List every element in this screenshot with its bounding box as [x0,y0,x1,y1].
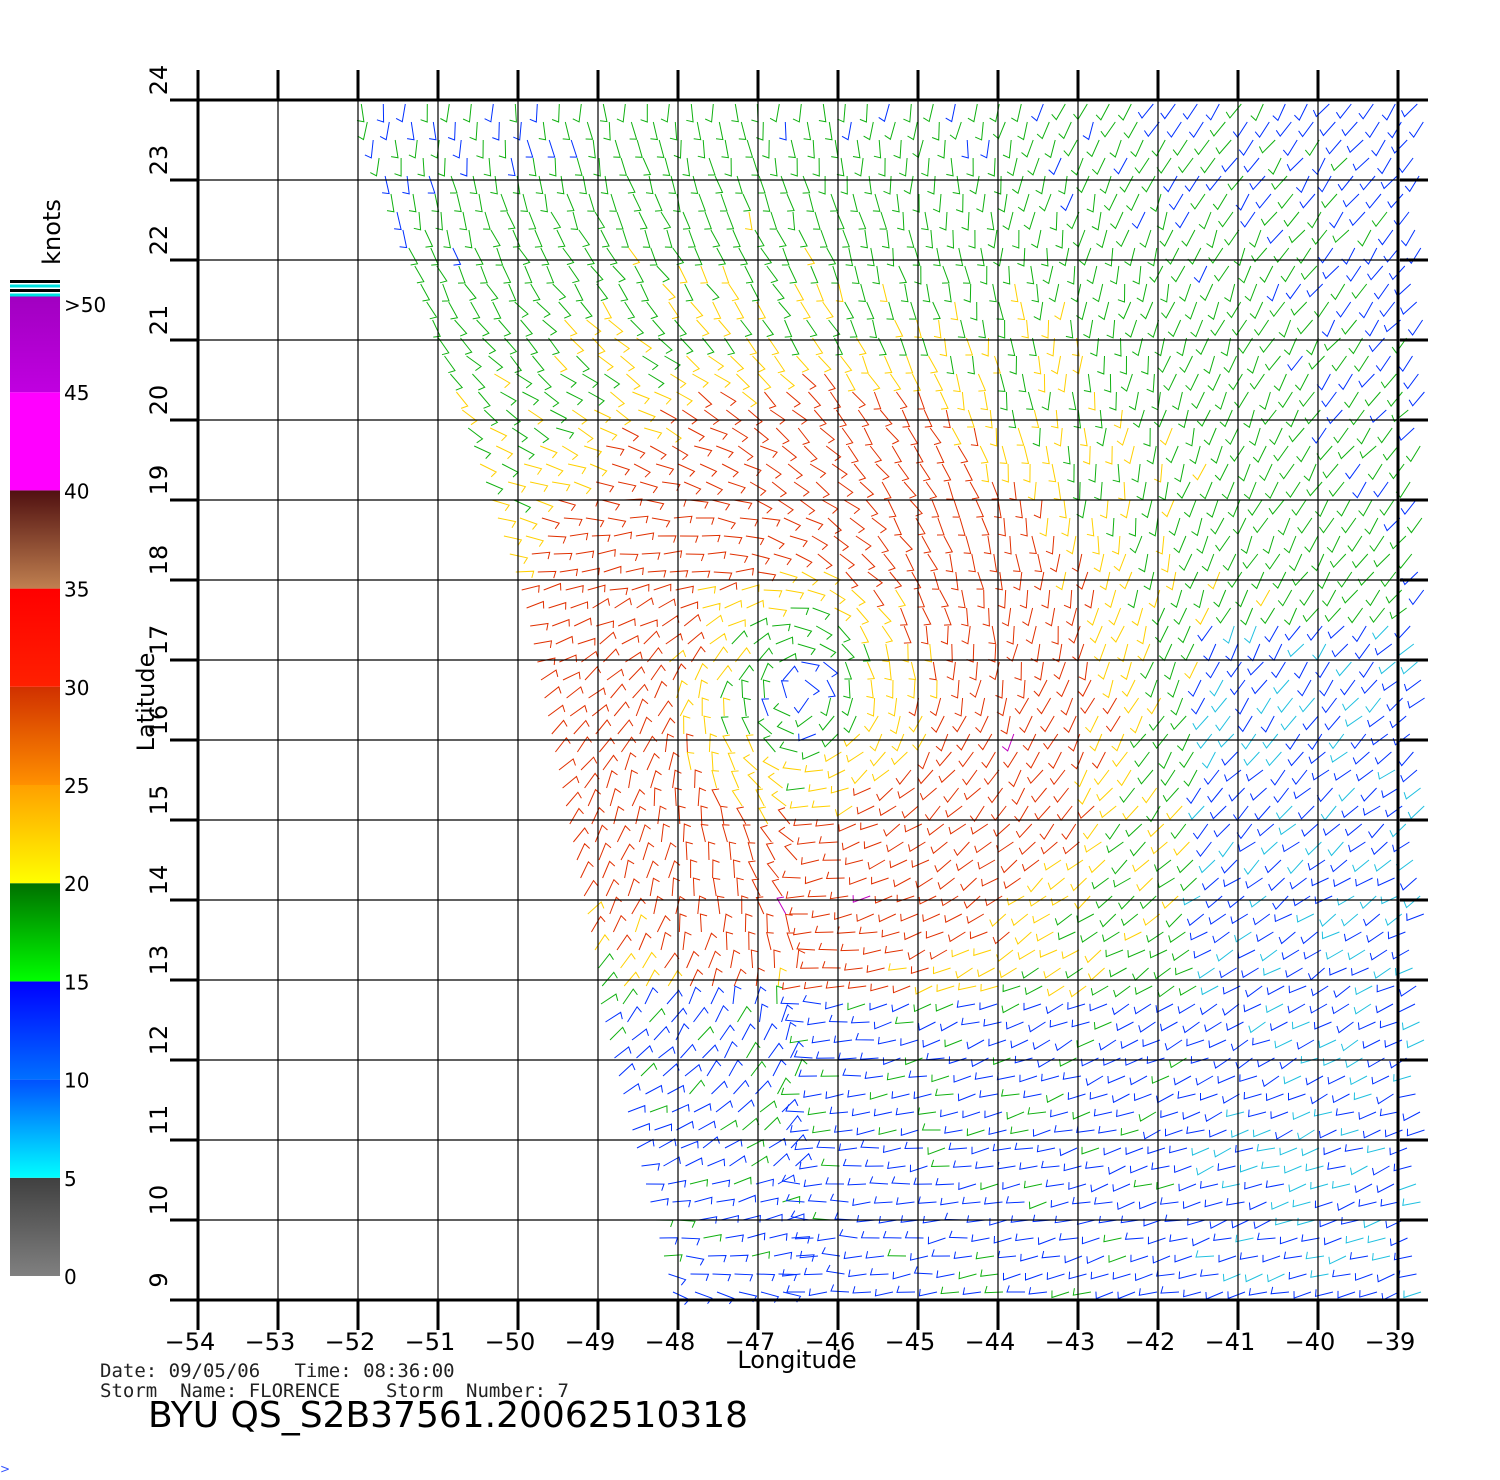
wind-barb-group [456,211,1271,998]
colorbar-band [10,686,60,785]
wind-barb-group [521,373,1121,994]
colorbar-cap-stripe [10,289,60,292]
longitude-tick-labels: −54 −53 −52 −51 −50 −49 −48 −47 −46 −45 −44 −43 −42 −… [165,1328,1416,1356]
colorbar-tick-label: 40 [64,479,89,503]
latitude-tick-label: 21 [145,305,173,336]
date-time-line: Date: 09/05/06 Time: 08:36:00 [100,1360,455,1382]
colorbar-band [10,588,60,687]
latitude-tick-label: 9 [145,1272,173,1287]
colorbar-band [10,1177,60,1276]
wind-barb-group [776,733,1015,915]
longitude-tick-label: −54 [165,1328,216,1356]
latitude-tick-label: 13 [145,945,173,976]
plot-frame [170,98,1428,1302]
storm-info-line: Storm Name: FLORENCE Storm Number: 7 [100,1380,569,1402]
latitude-tick-label: 16 [145,705,173,736]
latitude-tick-label: 20 [145,385,173,416]
longitude-tick-label: −41 [1205,1328,1256,1356]
longitude-tick-label: −40 [1285,1328,1336,1356]
latitude-tick-label: 19 [145,465,173,496]
longitude-tick-label: −50 [485,1328,536,1356]
product-id: BYU QS_S2B37561.20062510318 [148,1395,749,1436]
x-axis-label: Longitude [737,1346,856,1374]
colorbar-tick-label: 5 [64,1167,77,1191]
longitude-tick-label: −49 [565,1328,616,1356]
colorbar-cap-stripe [10,280,60,283]
colorbar-band [10,785,60,884]
colorbar-tick-labels: 0 5 10 15 20 25 30 35 40 45 >50 [64,293,106,1289]
colorbar-tick-label: 15 [64,970,89,994]
latitude-tick-label: 22 [145,225,173,256]
latitude-tick-label: 17 [145,625,173,656]
colorbar-tick-label: 45 [64,381,89,405]
latitude-tick-label: 18 [145,545,173,576]
latitude-tick-label: 23 [145,145,173,176]
longitude-tick-label: −53 [245,1328,296,1356]
colorbar-band [10,981,60,1080]
longitude-tick-label: −51 [405,1328,456,1356]
longitude-tick-label: −44 [965,1328,1016,1356]
colorbar-tick-label: >50 [64,293,106,317]
longitude-tick-label: −48 [645,1328,696,1356]
longitude-tick-label: −39 [1365,1328,1416,1356]
latitude-tick-label: 11 [145,1105,173,1136]
longitude-tick-label: −46 [805,1328,856,1356]
latitude-tick-label: 12 [145,1025,173,1056]
wind-barbs [356,103,1425,1305]
colorbar-band [10,1079,60,1178]
latitude-tick-labels: 9 10 11 12 13 14 15 16 17 18 19 20 21 22 23 24 [145,65,173,1288]
wind-barb-group [1182,625,1425,1299]
colorbar-cap-stripe [10,284,60,288]
colorbar-tick-label: 20 [64,872,89,896]
colorbar-tick-label: 10 [64,1069,89,1093]
colorbar-cap-stripe [10,293,60,297]
wind-barb-group [364,103,1425,1305]
longitude-tick-label: −52 [325,1328,376,1356]
latitude-tick-label: 14 [145,865,173,896]
colorbar-tick-label: 25 [64,774,89,798]
y-axis-label: Latitude [132,653,160,752]
colorbar-band [10,490,60,589]
colorbar-tick-label: 0 [64,1265,77,1289]
latitude-tick-label: 15 [145,785,173,816]
colorbar-tick-label: 30 [64,676,89,700]
colorbar-band [10,392,60,491]
latitude-tick-label: 10 [145,1185,173,1216]
speed-colorbar [10,280,60,1276]
latitude-tick-label: 24 [145,65,173,96]
wind-barb-group [356,103,1423,1299]
colorbar-unit-label: knots [38,199,66,265]
longitude-tick-label: −45 [885,1328,936,1356]
colorbar-band [10,294,60,393]
longitude-tick-label: −42 [1125,1328,1176,1356]
colorbar-band [10,883,60,982]
longitude-tick-label: −43 [1045,1328,1096,1356]
lat-lon-grid [170,70,1428,1330]
colorbar-tick-label: 35 [64,578,89,602]
corner-mark: > [0,1462,11,1476]
longitude-tick-label: −47 [725,1328,776,1356]
